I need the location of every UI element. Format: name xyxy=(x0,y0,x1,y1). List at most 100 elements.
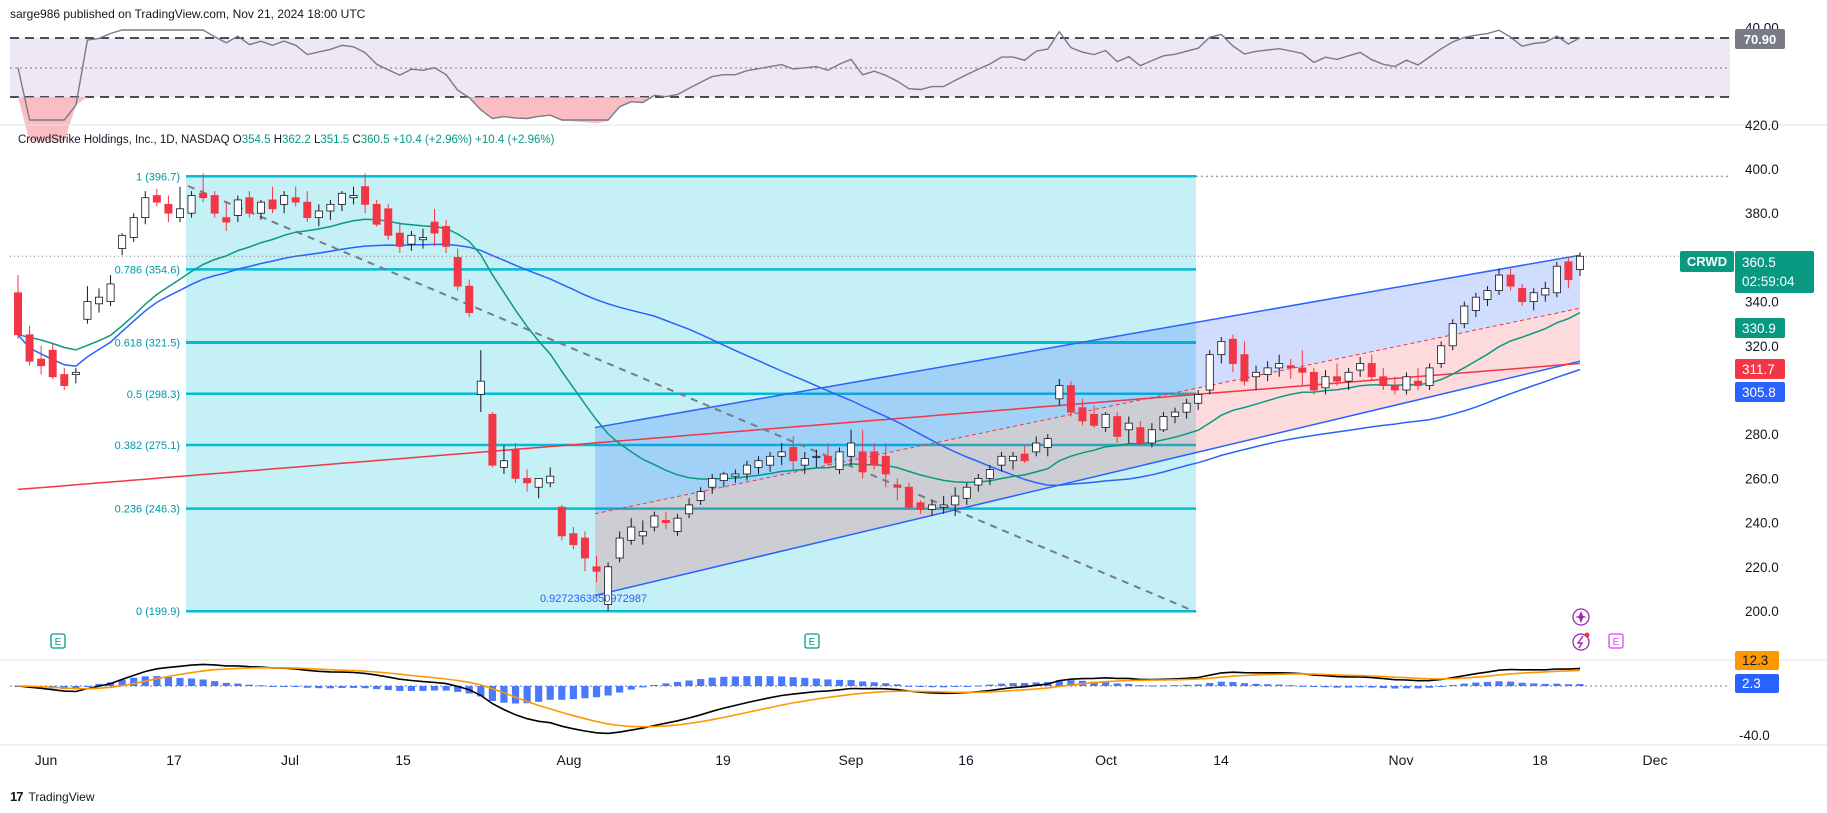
candle-body xyxy=(870,451,879,466)
macd-histogram-bar xyxy=(569,686,577,700)
candle-body xyxy=(222,217,231,223)
moving-averages xyxy=(17,218,1581,491)
macd-histogram-bar xyxy=(1483,681,1492,686)
candle-body xyxy=(685,504,694,515)
macd-histogram-bar xyxy=(164,676,173,686)
macd-histogram-bar xyxy=(1240,683,1249,686)
change-value-2: +10.4 (+2.96%) xyxy=(475,134,555,146)
candle-body xyxy=(476,380,485,395)
macd-histogram-bar xyxy=(639,686,647,688)
macd-histogram-bar xyxy=(1055,680,1063,686)
candle-body xyxy=(1182,402,1191,413)
macd-histogram-bar xyxy=(847,680,855,686)
candle-body xyxy=(326,203,335,212)
macd-histogram-bar xyxy=(801,677,809,686)
candle-body xyxy=(731,473,740,477)
macd-histogram-bar xyxy=(234,683,242,686)
rsi-value-label xyxy=(1735,29,1785,49)
candle-body xyxy=(1101,413,1110,428)
candle-body xyxy=(974,477,983,486)
time-tick-label: Jul xyxy=(281,752,299,768)
candle-body xyxy=(118,234,127,249)
macd-histogram-bar xyxy=(535,686,543,702)
channel-upper-fill xyxy=(595,255,1580,514)
macd-histogram-bar xyxy=(1183,684,1191,686)
candle-body xyxy=(1263,367,1272,375)
macd-histogram-bar xyxy=(1310,686,1318,687)
candle-body xyxy=(1055,385,1064,400)
candle-body xyxy=(95,296,103,305)
candle-body xyxy=(1194,394,1203,404)
symbol-legend[interactable]: CrowdStrike Holdings, Inc., 1D, NASDAQ O… xyxy=(18,134,554,146)
candle-body xyxy=(314,210,323,219)
macd-histogram-bar xyxy=(477,686,485,697)
candle-body xyxy=(83,301,92,320)
macd-histogram-bar xyxy=(130,677,138,686)
macd-histogram-bar xyxy=(1067,680,1075,686)
brand-name: TradingView xyxy=(28,789,95,804)
macd-histogram-bar xyxy=(963,686,971,687)
macd-histogram-bar xyxy=(442,686,450,691)
candle-body xyxy=(847,442,856,457)
candle-body xyxy=(1344,371,1353,382)
macd-histogram-bar xyxy=(1287,685,1295,687)
macd-histogram-bar xyxy=(1009,683,1017,686)
macd-histogram-bar xyxy=(1125,683,1133,686)
downtrend-line[interactable] xyxy=(187,185,1197,613)
split-icon xyxy=(1572,633,1590,651)
dividend-icon xyxy=(1572,608,1590,626)
fib-level-label: 0.5 (298.3) xyxy=(127,389,180,401)
candle-body xyxy=(1529,292,1538,303)
macd-histogram-bar xyxy=(1032,682,1040,686)
candle-body xyxy=(985,469,994,479)
candle-body xyxy=(1309,371,1318,391)
fib-retracement[interactable]: 1 (396.7) 0.786 (354.6) 0.618 (321.5) 0.5 (… xyxy=(115,171,1730,618)
macd-histogram-bar xyxy=(604,686,612,696)
candle-body xyxy=(719,473,728,482)
candle-body xyxy=(777,451,786,457)
candle-body xyxy=(951,495,960,506)
symbol-tag-text: CRWD xyxy=(1687,254,1727,269)
footer-brand[interactable]: 17 TradingView xyxy=(10,789,95,804)
candle-body xyxy=(962,486,971,499)
macd-histogram-bar xyxy=(720,676,728,686)
macd-histogram-bar xyxy=(72,686,80,689)
time-tick-label: 15 xyxy=(395,752,411,768)
macd-histogram-bar xyxy=(1518,682,1526,686)
candle-body xyxy=(823,455,832,464)
price-tick-label: 220.0 xyxy=(1745,560,1779,575)
macd-histogram-bar xyxy=(558,686,566,700)
macd-label xyxy=(1735,651,1779,670)
candle-body xyxy=(395,232,404,247)
macd-histogram-bar xyxy=(673,681,682,686)
high-value: 362.2 xyxy=(282,134,311,146)
candle-body xyxy=(766,455,775,466)
price-axis[interactable]: 420.0400.0380.0360.0340.0320.0300.0280.0… xyxy=(1739,20,1779,743)
macd-histogram-bar xyxy=(1391,686,1399,689)
earnings-icon xyxy=(804,633,820,649)
high-label: H xyxy=(273,134,282,146)
macd-histogram-bar xyxy=(1530,683,1538,686)
sma-long-label xyxy=(1735,359,1785,379)
candle-body xyxy=(1124,422,1133,431)
macd-histogram-bar xyxy=(1495,681,1503,686)
macd-histogram-bar xyxy=(743,676,751,686)
time-axis[interactable]: Jun 17 Jul 15 Aug 19 Sep 16 Oct 14 Nov 18 Dec xyxy=(35,752,1668,768)
candle-body xyxy=(916,502,925,510)
earnings-markers[interactable]: E E E xyxy=(50,608,1624,651)
candle-body xyxy=(337,192,346,205)
earnings-icon-label: E xyxy=(809,637,816,648)
close-label: C xyxy=(352,134,361,146)
candle-body xyxy=(349,195,358,199)
macd-histogram-bar xyxy=(83,685,92,687)
macd-histogram-bar xyxy=(1252,683,1260,686)
candle-body xyxy=(708,477,717,488)
candle-body xyxy=(1379,376,1388,386)
macd-histogram-bar xyxy=(1414,686,1422,689)
macd-hist-label-text: 2.3 xyxy=(1742,676,1761,691)
macd-histogram-bar xyxy=(523,686,531,704)
candle-body xyxy=(1286,365,1295,369)
macd-histogram-bar xyxy=(430,686,439,691)
macd-histogram-bar xyxy=(361,686,369,689)
